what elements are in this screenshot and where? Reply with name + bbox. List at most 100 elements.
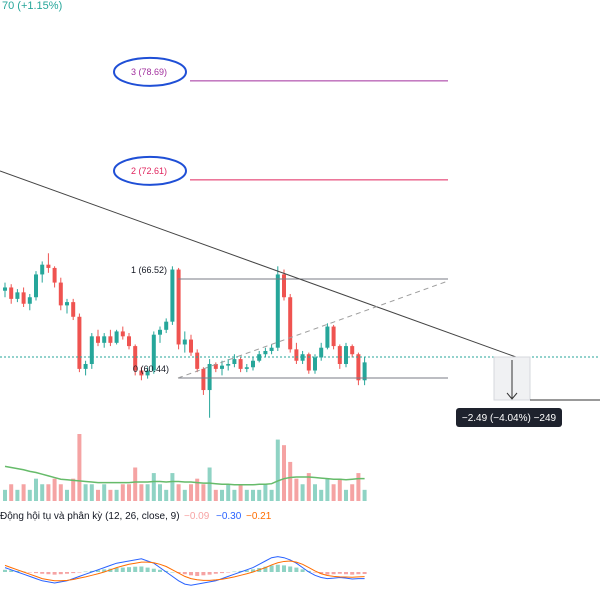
volume-bar [220,489,224,501]
candle-body [114,331,119,343]
volume-bar [232,489,237,501]
candle-body [71,302,76,317]
volume-bar [114,489,119,501]
macd-histogram-bar [226,572,231,573]
candle-body [189,339,193,353]
macd-line-value: −0.30 [216,511,242,522]
volume-bar [195,478,200,501]
macd-histogram-bar [34,572,38,574]
volume-bar [65,489,69,501]
candle-body [207,363,212,391]
volume-ma-line [4,465,365,486]
highlight-ellipse-level-2[interactable] [113,155,187,186]
macd-histogram-bar [195,572,200,576]
macd-histogram-bar [263,566,268,572]
candle-body [226,363,231,366]
volume-bar [337,478,342,501]
candle-body [331,326,336,347]
volume-bar [207,467,212,501]
volume-bar [263,484,268,501]
candle-body [195,352,200,369]
candle-body [325,326,330,348]
candle-body [300,354,305,361]
candle-body [164,321,169,330]
candle-body [3,287,7,291]
volume-bar [71,478,76,501]
volume-bar [21,484,26,501]
candle-body [34,274,38,298]
candle-body [251,360,255,368]
volume-bar [139,484,144,501]
arrow-down-icon [506,392,518,400]
macd-histogram-bar [3,569,7,572]
candle-body [170,269,175,322]
candle-body [102,336,107,343]
volume-bar [331,484,336,501]
volume-bar [27,489,32,501]
highlight-ellipse-level-3[interactable] [113,56,187,87]
macd-histogram-bar [282,565,286,572]
candle-body [213,363,218,369]
price-range-measure[interactable]: −2.49 (−4.04%) −249 [456,356,600,427]
macd-histogram-bar [96,570,100,572]
volume-bar [58,484,63,501]
volume-bars [3,434,367,501]
macd-histogram-bar [151,568,156,572]
volume-bar [77,434,82,501]
candle-body [158,329,162,335]
macd-histogram-bar [288,566,293,572]
volume-bar [3,489,7,501]
candle-body [263,350,268,355]
volume-bar [269,489,274,501]
macd-histogram-bar [313,572,317,573]
fib-level-1-label: 1 (66.52) [131,265,167,275]
macd-histogram-bar [232,571,237,573]
signal-line [4,560,365,582]
macd-histogram-bar [182,572,187,575]
macd-pane[interactable]: Động hội tụ và phân kỳ (12, 26, close, 9… [0,511,367,586]
volume-bar [244,489,249,501]
indicator-title: Động hội tụ và phân kỳ (12, 26, close, 9… [0,511,180,522]
macd-histogram-bar [238,570,243,572]
macd-histogram-bar [114,568,119,572]
descending-trendline[interactable] [0,170,517,358]
macd-histogram-bar [356,572,361,575]
fib-level-2-label: 2 (72.61) [131,166,167,176]
candle-body [9,287,14,299]
measure-label-box [456,408,562,427]
candle-body [356,354,361,381]
macd-histogram-bar [251,569,255,572]
fib-extension-drawing[interactable]: 3 (78.69) 2 (72.61) 1 (66.52) 0 (60.44) [113,56,448,379]
candle-body [337,346,342,364]
macd-histogram-bar [52,572,57,575]
macd-histogram-bar [145,567,150,572]
volume-bar [313,484,317,501]
volume-bar [145,484,150,501]
macd-histogram-bar [108,568,113,572]
candle-body [257,354,262,361]
macd-histogram-bar [213,572,218,574]
volume-bar [288,461,293,501]
macd-histogram-bar [220,572,224,574]
volume-bar [213,489,218,501]
volume-bar [89,484,94,501]
candle-body [15,292,20,299]
candle-body [313,357,317,371]
candle-body [151,334,156,371]
macd-histogram-bar [344,572,348,575]
macd-histogram-bar [269,565,274,572]
candle-body [145,370,150,376]
macd-histogram-bar [189,572,193,576]
volume-bar [170,473,175,501]
macd-histogram-bar [300,569,305,572]
volume-bar [133,467,138,501]
volume-bar [356,473,361,501]
fib-level-3-label: 3 (78.69) [131,67,167,77]
macd-histogram-bar [58,572,63,575]
macd-histogram-bar [120,567,125,572]
volume-bar [151,473,156,501]
macd-histogram-bar [207,572,212,575]
candle-body [220,365,224,369]
dashed-trendline[interactable] [177,280,449,379]
